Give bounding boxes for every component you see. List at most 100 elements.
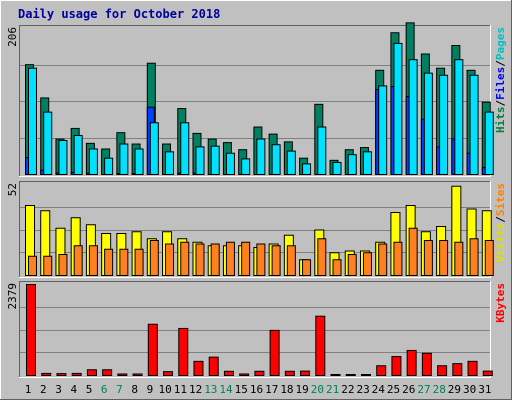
legend-entry: Pages [494,27,507,60]
bar-kbytes-day-16 [254,370,265,377]
legend-entry: / [494,100,507,107]
bar-kbytes-day-29 [452,363,463,377]
bar-sites-day-6 [104,248,114,276]
x-tick-label: 19 [296,383,309,396]
legend-entry: / [494,60,507,67]
bar-sites-day-3 [58,254,68,276]
bar-kbytes-day-14 [223,370,234,377]
x-tick-label: 11 [174,383,187,396]
x-tick-label: 3 [55,383,62,396]
bar-pages-day-18 [286,150,296,175]
x-tick-label: 9 [147,383,154,396]
bar-pages-day-21 [332,161,342,176]
x-tick-label: 31 [478,383,491,396]
bar-kbytes-day-7 [117,373,128,376]
bar-kbytes-day-25 [391,356,402,377]
y-max-label: 52 [6,183,19,196]
bar-pages-day-20 [317,126,327,175]
bar-pages-day-31 [484,111,494,175]
panel-visits-sites: 52 Visits/Sites [6,181,507,278]
legend-entry: Visits [494,223,507,263]
bar-kbytes-day-21 [330,374,341,376]
bar-kbytes-day-4 [71,372,82,377]
bar-pages-day-10 [165,151,175,175]
bar-pages-day-19 [302,163,312,175]
y-max-label: 206 [6,27,19,47]
x-tick-label: 26 [402,383,415,396]
bar-sites-day-27 [423,240,433,276]
bar-sites-day-21 [332,259,342,276]
bar-pages-day-27 [423,72,433,175]
x-tick-label: 1 [25,383,32,396]
legend: KBytes [494,283,507,323]
bar-pages-day-6 [104,157,114,176]
bar-pages-day-14 [225,152,235,176]
bar-sites-day-12 [195,243,205,276]
x-tick-label: 15 [235,383,248,396]
bar-sites-day-8 [134,248,144,276]
bar-sites-day-2 [43,255,53,276]
bar-kbytes-day-23 [360,374,371,376]
bar-kbytes-day-24 [376,365,387,377]
x-tick-label: 5 [86,383,93,396]
legend-entry: Sites [494,183,507,216]
bar-kbytes-day-28 [437,365,448,377]
bar-pages-day-1 [28,67,37,175]
bar-sites-day-26 [408,227,418,276]
bar-sites-day-19 [302,259,312,276]
x-tick-label: 7 [116,383,123,396]
bar-kbytes-day-19 [300,370,311,377]
x-tick-label: 12 [189,383,202,396]
bar-sites-day-4 [73,245,83,276]
bar-kbytes-day-13 [208,356,219,376]
bar-kbytes-day-17 [269,329,280,376]
legend-entry: / [494,216,507,223]
bar-sites-day-15 [241,241,251,276]
x-tick-label: 23 [356,383,369,396]
bar-pages-day-25 [393,42,403,175]
bar-pages-day-26 [408,59,418,176]
bar-sites-day-11 [180,241,190,276]
bar-kbytes-day-26 [406,349,417,376]
bar-sites-day-13 [210,243,220,276]
y-max-label: 2379 [6,283,19,310]
bar-pages-day-4 [73,135,83,176]
bar-pages-day-29 [454,59,464,176]
bar-sites-day-20 [317,238,327,276]
bar-kbytes-day-11 [178,327,189,376]
bar-pages-day-22 [347,154,357,175]
bar-sites-day-30 [469,238,479,276]
bar-kbytes-day-18 [284,370,295,377]
bar-pages-day-28 [439,74,449,175]
bar-pages-day-2 [43,111,53,175]
bar-sites-day-23 [362,252,372,276]
bar-pages-day-13 [210,145,220,175]
x-tick-label: 28 [433,383,446,396]
legend-entry: Files [494,67,507,100]
bar-kbytes-day-30 [467,360,478,376]
bar-sites-day-17 [271,245,281,276]
x-tick-label: 17 [265,383,278,396]
bar-kbytes-day-20 [315,315,326,377]
bar-sites-day-28 [439,240,449,276]
bar-sites-day-7 [119,248,129,276]
legend: Visits/Sites [494,183,507,263]
x-tick-label: 13 [204,383,217,396]
bar-pages-day-8 [134,148,144,176]
bar-kbytes-day-15 [239,373,250,376]
bar-pages-day-17 [271,144,281,176]
x-tick-label: 14 [219,383,233,396]
bar-kbytes-day-3 [56,373,67,377]
bar-kbytes-day-31 [482,370,493,377]
bar-sites-day-22 [347,254,357,276]
panel-area [19,281,491,378]
legend: Hits/Files/Pages [494,27,507,133]
x-tick-label: 20 [311,383,324,396]
bar-pages-day-12 [195,146,205,175]
bar-sites-day-5 [88,245,98,276]
panel-kbytes: 2379 KBytes [6,281,507,378]
bar-sites-day-18 [286,245,296,276]
bar-sites-day-9 [149,240,159,276]
x-tick-label: 18 [280,383,293,396]
